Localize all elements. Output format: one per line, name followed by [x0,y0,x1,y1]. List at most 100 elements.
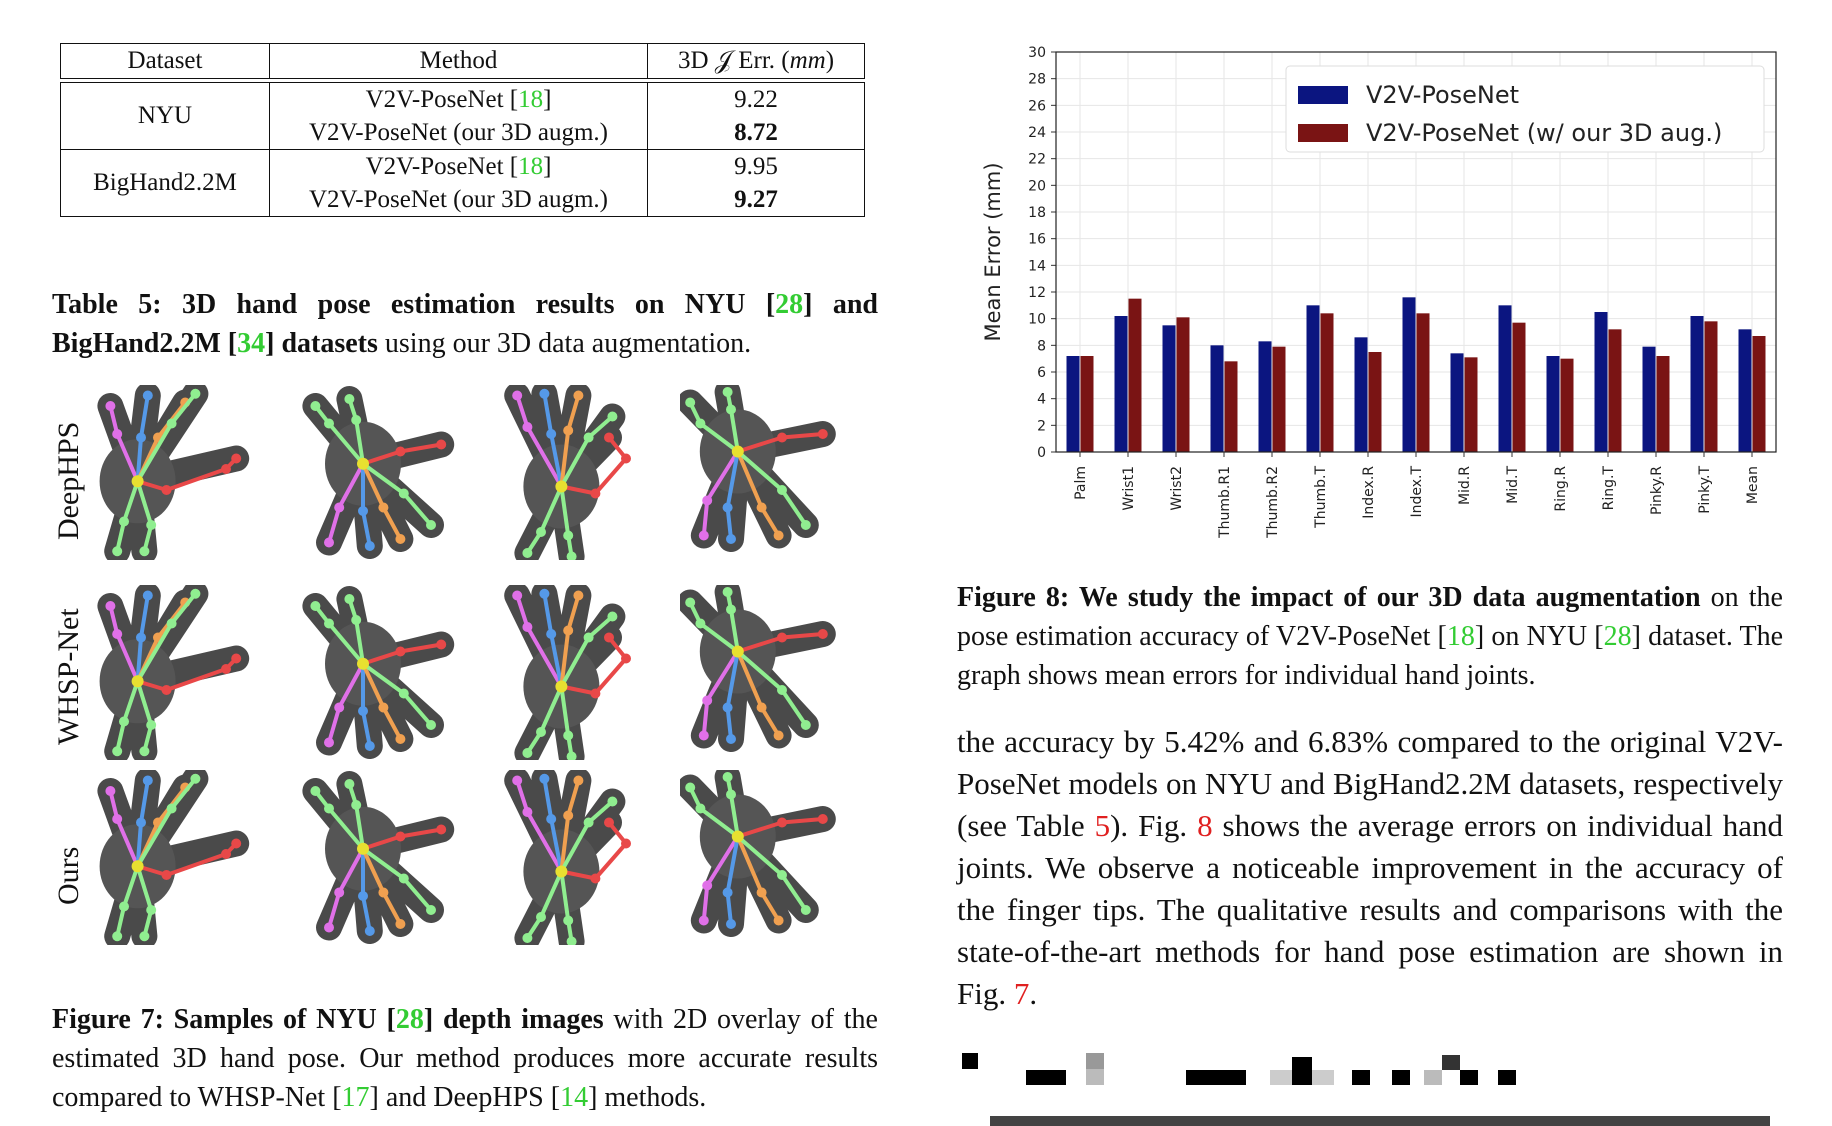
x-tick-label: Mid.R [1457,466,1473,505]
x-tick-label: Thumb.R2 [1265,466,1281,539]
skeleton-bone [135,637,143,682]
skeleton-bone [402,692,433,727]
skeleton-joint [726,534,736,544]
skeleton-bone [701,885,710,921]
skeleton-bone [139,395,150,438]
bar-v2v-aug-Ring.T [1608,329,1622,452]
skeleton-joint [139,746,150,757]
skeleton-joint [566,936,577,945]
skeleton-bone [566,394,581,432]
skeleton-joint [231,453,242,464]
bar-v2v-aug-Index.R [1368,352,1382,452]
skeleton-joint [607,611,618,622]
skeleton-bone [362,649,402,666]
skeleton-bone [593,842,628,880]
figure-7-reference-link[interactable]: 7 [1013,976,1030,1011]
skeleton-bone [729,609,740,652]
skeleton-joint [324,737,334,748]
method-line: V2V-PoseNet [18] [365,153,552,180]
x-tick-label: Wrist2 [1169,466,1185,511]
skeleton-bone [115,433,140,483]
skeleton-bone [402,877,433,912]
y-tick-label: 6 [1037,365,1046,381]
skeleton-bone [515,394,530,428]
y-tick-label: 26 [1028,98,1046,114]
y-tick-label: 8 [1037,338,1046,354]
y-tick-label: 2 [1037,418,1046,434]
bar-v2v-aug-Mid.T [1512,322,1526,452]
hand-depth-image [302,586,455,759]
skeleton-bone [759,891,781,922]
skeleton-bone [559,821,591,873]
skeleton-joint [722,387,733,397]
bar-v2v-Thumb.R2 [1258,341,1272,452]
skeleton-bone [361,510,372,547]
skeleton-bone [705,835,740,887]
skeleton-bone [559,871,571,921]
skeleton-bone [725,707,733,740]
skeleton-bone [736,649,784,692]
skeleton-joint [573,775,584,786]
skeleton-bone [135,422,174,483]
table-reference-link[interactable]: 5 [1094,808,1111,843]
skeleton-bone [566,594,581,632]
hand-silhouette [680,770,836,937]
skeleton-joint [426,720,436,730]
method-line: V2V-PoseNet (our 3D augm.) [308,119,609,146]
figure-8-reference-link[interactable]: 8 [1197,808,1213,843]
skeleton-bone [701,500,710,536]
skeleton-bone [135,437,143,482]
skeleton-bone [539,685,564,733]
skeleton-joint [231,653,242,664]
x-tick-label: Thumb.R1 [1217,466,1233,539]
y-tick-label: 18 [1028,205,1046,221]
figure-7-hand-samples: DeepHPS WHSP-Net Ours [50,385,880,965]
body-paragraph: the accuracy by 5.42% and 6.83% compared… [957,724,1783,1011]
skeleton-joint [573,590,584,601]
skeleton-bone [354,619,365,665]
skeleton-bone [725,507,733,540]
skeleton-joint [436,824,447,835]
skeleton-bone [402,492,433,527]
skeleton-joint [607,411,618,422]
skeleton-bone [559,430,571,487]
skeleton-bone [699,806,739,839]
skeleton-bone [327,891,342,929]
skeleton-joint [800,905,811,915]
skeleton-bone [362,834,402,851]
skeleton-joint [722,587,733,597]
palm-joint [555,480,568,493]
skeleton-bone [122,480,140,523]
skeleton-bone [337,847,365,894]
skeleton-bone [559,815,571,872]
hand-depth-image [504,385,631,560]
y-tick-label: 28 [1028,72,1046,88]
y-tick-label: 14 [1028,258,1046,274]
y-tick-label: 12 [1028,285,1046,301]
hand-depth-image [680,585,836,752]
skeleton-bone [542,393,554,435]
skeleton-joint [773,730,784,741]
method-line: V2V-PoseNet [18] [365,86,552,113]
skeleton-bone [115,818,140,868]
legend-label: V2V-PoseNet [1366,81,1519,109]
skeleton-bone [587,415,614,439]
skeleton-bone [525,811,564,873]
skeleton-joint [539,773,550,784]
bar-v2v-aug-Wrist2 [1176,317,1190,452]
error-cell: 9.22 8.72 [647,82,865,150]
bar-v2v-Wrist1 [1114,316,1128,452]
skeleton-bone [165,852,227,877]
skeleton-bone [361,847,405,881]
skeleton-bone [122,865,140,908]
skeleton-bone [542,778,554,820]
skeleton-joint [105,401,116,411]
skeleton-joint [142,390,153,401]
skeleton-joint [800,720,811,730]
skeleton-bone [115,633,140,683]
row-label-ours: Ours [52,846,85,905]
cut-off-text-line [990,1116,1770,1126]
palm-joint [731,645,744,658]
skeleton-joint [142,775,153,786]
skeleton-joint [685,597,696,608]
